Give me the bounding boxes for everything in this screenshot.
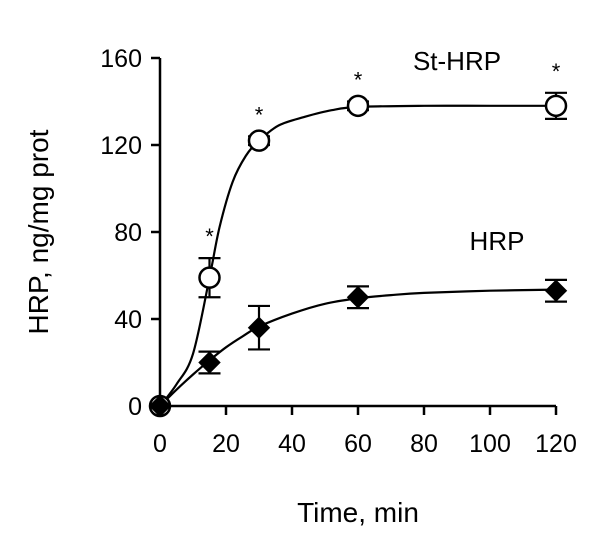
series-label-st-hrp: St-HRP bbox=[413, 46, 501, 76]
x-tick-label: 80 bbox=[410, 430, 438, 458]
st-hrp-point bbox=[346, 94, 370, 118]
hrp-point bbox=[148, 394, 172, 418]
y-tick-label: 40 bbox=[114, 306, 142, 334]
y-tick-label: 80 bbox=[114, 219, 142, 247]
series-label-hrp: HRP bbox=[470, 226, 525, 256]
x-tick-label: 20 bbox=[212, 430, 240, 458]
y-tick-label: 0 bbox=[128, 393, 142, 421]
st-hrp-significance-mark: * bbox=[552, 59, 561, 84]
hrp-point bbox=[346, 286, 370, 309]
st-hrp-significance-mark: * bbox=[255, 102, 264, 127]
st-hrp-significance-mark: * bbox=[354, 68, 363, 93]
y-axis-label: HRP, ng/mg prot bbox=[23, 129, 54, 334]
y-tick-label: 120 bbox=[100, 132, 142, 160]
hrp-point bbox=[544, 279, 568, 302]
x-tick-label: 0 bbox=[153, 430, 167, 458]
x-tick-label: 40 bbox=[278, 430, 306, 458]
data-markers bbox=[148, 94, 568, 418]
st-hrp-significance-mark: * bbox=[205, 224, 214, 249]
hrp-point bbox=[198, 351, 221, 374]
hrp-point bbox=[247, 316, 271, 339]
ticks: 0 20 40 60 80 100 120 0 40 80 120 160 bbox=[100, 45, 577, 458]
st-hrp-point bbox=[198, 266, 221, 289]
st-hrp-point bbox=[247, 129, 271, 152]
st-hrp-point bbox=[544, 94, 568, 118]
x-axis-label: Time, min bbox=[297, 497, 419, 528]
y-tick-label: 160 bbox=[100, 45, 142, 73]
x-tick-label: 100 bbox=[469, 430, 511, 458]
x-tick-label: 120 bbox=[535, 430, 577, 458]
x-tick-label: 60 bbox=[344, 430, 372, 458]
hrp-fit-curve bbox=[159, 288, 557, 407]
annotations: * * * * St-HRP HRP bbox=[205, 46, 561, 256]
